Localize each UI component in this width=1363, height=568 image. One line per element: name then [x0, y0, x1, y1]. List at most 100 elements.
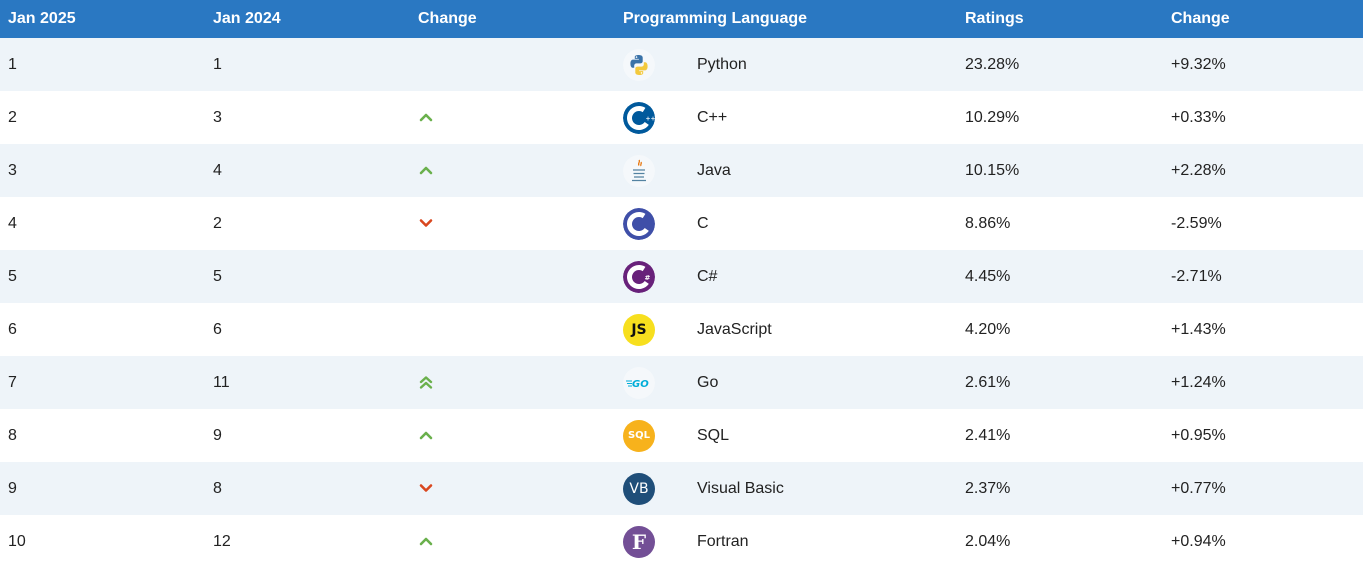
- rating-value: 23.28%: [965, 55, 1020, 73]
- table-header: Jan 2025 Jan 2024 Change Programming Lan…: [0, 0, 1363, 38]
- language-name[interactable]: C++: [697, 108, 728, 126]
- sql-logo-icon: SQL: [623, 419, 655, 452]
- svg-text:#: #: [645, 274, 651, 282]
- table-row: 9 8 VB Visual Basic 2.37% +0.77%: [0, 462, 1363, 515]
- svg-text:GO: GO: [632, 379, 649, 390]
- table-row: 5 5 # C# 4.45% -2.71%: [0, 250, 1363, 303]
- rating-change-value: +2.28%: [1171, 161, 1226, 179]
- language-name[interactable]: C: [697, 214, 709, 232]
- rating-value: 2.04%: [965, 532, 1011, 550]
- language-logo-cell: F: [615, 515, 697, 568]
- table-row: 8 9 SQL SQL 2.41% +0.95%: [0, 409, 1363, 462]
- chevron-up-icon: [418, 109, 434, 125]
- language-logo-cell: [615, 38, 697, 91]
- language-name[interactable]: Python: [697, 55, 747, 73]
- python-logo-icon: [623, 48, 655, 81]
- table-row: 4 2 C 8.86% -2.59%: [0, 197, 1363, 250]
- rating-change-value: +9.32%: [1171, 55, 1226, 73]
- rank-jan-2024: 8: [213, 479, 222, 497]
- header-ratings[interactable]: Ratings: [965, 10, 1024, 27]
- table-body: 1 1 Python 23.28% +9.32% 2 3 ++ C++ 10.29% +0.33% 3…: [0, 38, 1363, 568]
- table-row: 2 3 ++ C++ 10.29% +0.33%: [0, 91, 1363, 144]
- rank-change-cell: [410, 38, 615, 91]
- rank-jan-2025: 10: [8, 532, 26, 550]
- language-name[interactable]: JavaScript: [697, 320, 772, 338]
- rank-jan-2025: 1: [8, 55, 17, 73]
- rating-change-value: +0.77%: [1171, 479, 1226, 497]
- language-logo-cell: GO: [615, 356, 697, 409]
- rank-jan-2025: 5: [8, 267, 17, 285]
- rating-value: 4.20%: [965, 320, 1011, 338]
- rank-jan-2024: 6: [213, 320, 222, 338]
- language-logo-cell: VB: [615, 462, 697, 515]
- header-row: Jan 2025 Jan 2024 Change Programming Lan…: [0, 0, 1363, 38]
- chevron-down-icon: [418, 215, 434, 231]
- rank-jan-2024: 4: [213, 161, 222, 179]
- header-programming-language[interactable]: Programming Language: [623, 10, 808, 27]
- cpp-logo-icon: ++: [623, 101, 656, 134]
- header-change[interactable]: Change: [418, 10, 477, 27]
- rank-jan-2025: 6: [8, 320, 17, 338]
- fortran-logo-icon: F: [623, 525, 655, 558]
- double-chevron-up-icon: [418, 374, 434, 390]
- language-logo-cell: ++: [615, 91, 697, 144]
- rank-jan-2025: 7: [8, 373, 17, 391]
- go-logo-icon: GO: [623, 366, 655, 399]
- rank-change-cell: [410, 409, 615, 462]
- header-jan-2024[interactable]: Jan 2024: [213, 10, 281, 27]
- rank-jan-2024: 1: [213, 55, 222, 73]
- rank-jan-2024: 12: [213, 532, 231, 550]
- rating-value: 4.45%: [965, 267, 1011, 285]
- language-logo-cell: SQL: [615, 409, 697, 462]
- c-logo-icon: [623, 207, 655, 240]
- language-logo-cell: #: [615, 250, 697, 303]
- rating-value: 10.15%: [965, 161, 1020, 179]
- rank-jan-2025: 2: [8, 108, 17, 126]
- chevron-up-icon: [418, 427, 434, 443]
- rating-value: 2.41%: [965, 426, 1011, 444]
- rating-change-value: +0.94%: [1171, 532, 1226, 550]
- language-name[interactable]: Fortran: [697, 532, 749, 550]
- rating-change-value: -2.71%: [1171, 267, 1222, 285]
- rank-jan-2025: 8: [8, 426, 17, 444]
- table-row: 6 6 JS JavaScript 4.20% +1.43%: [0, 303, 1363, 356]
- visual-basic-logo-icon: VB: [623, 472, 655, 505]
- table-row: 10 12 F Fortran 2.04% +0.94%: [0, 515, 1363, 568]
- language-name[interactable]: Java: [697, 161, 731, 179]
- rank-change-cell: [410, 303, 615, 356]
- language-name[interactable]: SQL: [697, 426, 730, 444]
- rank-change-cell: [410, 515, 615, 568]
- rating-value: 8.86%: [965, 214, 1011, 232]
- javascript-logo-icon: JS: [623, 313, 655, 346]
- rank-jan-2024: 5: [213, 267, 222, 285]
- rank-jan-2025: 4: [8, 214, 17, 232]
- rank-jan-2025: 9: [8, 479, 17, 497]
- table-row: 1 1 Python 23.28% +9.32%: [0, 38, 1363, 91]
- chevron-down-icon: [418, 480, 434, 496]
- rank-change-cell: [410, 197, 615, 250]
- header-jan-2025[interactable]: Jan 2025: [8, 10, 76, 27]
- rating-change-value: +0.33%: [1171, 108, 1226, 126]
- javascript-logo-text: JS: [623, 313, 655, 346]
- rank-jan-2025: 3: [8, 161, 17, 179]
- rating-value: 10.29%: [965, 108, 1020, 126]
- rating-change-value: -2.59%: [1171, 214, 1222, 232]
- csharp-logo-icon: #: [623, 260, 655, 293]
- rank-jan-2024: 9: [213, 426, 222, 444]
- rank-change-cell: [410, 462, 615, 515]
- table-row: 7 11 GO Go 2.61% +1.24%: [0, 356, 1363, 409]
- chevron-up-icon: [418, 162, 434, 178]
- language-name[interactable]: C#: [697, 267, 718, 285]
- language-name[interactable]: Go: [697, 373, 719, 391]
- rank-change-cell: [410, 144, 615, 197]
- language-name[interactable]: Visual Basic: [697, 479, 784, 497]
- svg-text:++: ++: [646, 115, 656, 122]
- language-logo-cell: [615, 144, 697, 197]
- rating-change-value: +1.43%: [1171, 320, 1226, 338]
- rating-change-value: +0.95%: [1171, 426, 1226, 444]
- rating-value: 2.61%: [965, 373, 1011, 391]
- header-rating-change[interactable]: Change: [1171, 10, 1230, 27]
- rank-change-cell: [410, 356, 615, 409]
- chevron-up-icon: [418, 533, 434, 549]
